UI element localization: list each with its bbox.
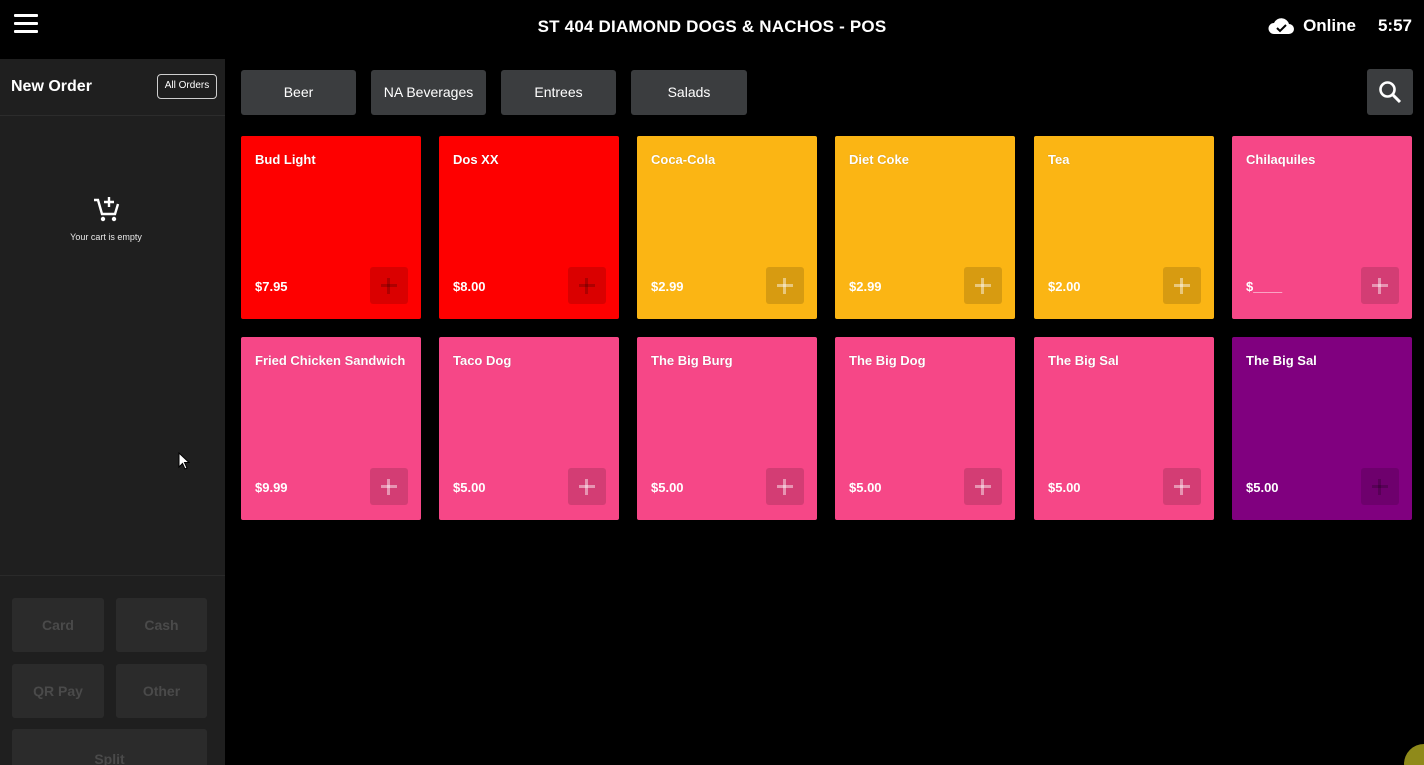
add-icon[interactable]	[568, 468, 606, 505]
item-tile[interactable]: The Big Sal $5.00	[1232, 337, 1412, 520]
item-tile[interactable]: Dos XX $8.00	[439, 136, 619, 319]
item-tile[interactable]: Bud Light $7.95	[241, 136, 421, 319]
split-pay-button[interactable]: Split	[12, 729, 207, 765]
top-bar: ST 404 DIAMOND DOGS & NACHOS - POS Onlin…	[0, 0, 1424, 56]
item-price: $7.95	[255, 279, 288, 294]
tab-salads[interactable]: Salads	[631, 70, 747, 115]
item-price: $9.99	[255, 480, 288, 495]
item-price: $5.00	[1246, 480, 1279, 495]
payment-buttons: Card Cash QR Pay Other Split	[0, 575, 225, 765]
order-header: New Order All Orders	[0, 59, 225, 116]
item-name: Diet Coke	[849, 152, 909, 167]
add-icon[interactable]	[766, 468, 804, 505]
item-name: Chilaquiles	[1246, 152, 1316, 167]
item-price: $2.99	[849, 279, 882, 294]
floating-action-button[interactable]	[1404, 744, 1424, 765]
search-icon	[1379, 81, 1402, 104]
connection-status: Online 5:57	[1267, 16, 1412, 36]
item-tile[interactable]: The Big Sal $5.00	[1034, 337, 1214, 520]
mouse-cursor-icon	[178, 452, 190, 470]
item-name: The Big Sal	[1048, 353, 1119, 368]
item-tile[interactable]: Tea $2.00	[1034, 136, 1214, 319]
item-tile[interactable]: Diet Coke $2.99	[835, 136, 1015, 319]
item-name: Dos XX	[453, 152, 499, 167]
add-icon[interactable]	[964, 468, 1002, 505]
online-status-text: Online	[1303, 16, 1356, 35]
add-shopping-cart-icon	[94, 197, 120, 222]
tab-entrees[interactable]: Entrees	[501, 70, 616, 115]
add-icon[interactable]	[568, 267, 606, 304]
item-name: Taco Dog	[453, 353, 512, 368]
tab-na-beverages[interactable]: NA Beverages	[371, 70, 486, 115]
add-icon[interactable]	[1163, 468, 1201, 505]
item-price: $5.00	[849, 480, 882, 495]
card-pay-button[interactable]: Card	[12, 598, 104, 652]
item-name: Tea	[1048, 152, 1070, 167]
cloud-check-icon	[1268, 18, 1295, 34]
tab-beer[interactable]: Beer	[241, 70, 356, 115]
item-price: $2.99	[651, 279, 684, 294]
cash-pay-button[interactable]: Cash	[116, 598, 207, 652]
add-icon[interactable]	[1361, 468, 1399, 505]
item-tile[interactable]: The Big Burg $5.00	[637, 337, 817, 520]
add-icon[interactable]	[1163, 267, 1201, 304]
add-icon[interactable]	[766, 267, 804, 304]
hamburger-menu-icon[interactable]	[14, 14, 40, 36]
item-tile[interactable]: Chilaquiles $____	[1232, 136, 1412, 319]
item-price: $5.00	[453, 480, 486, 495]
app-title: ST 404 DIAMOND DOGS & NACHOS - POS	[537, 17, 887, 36]
item-name: Coca-Cola	[651, 152, 716, 167]
item-tile[interactable]: Fried Chicken Sandwich $9.99	[241, 337, 421, 520]
search-button[interactable]	[1367, 69, 1413, 115]
item-name: Fried Chicken Sandwich	[255, 353, 406, 368]
item-price: $2.00	[1048, 279, 1081, 294]
item-price: $8.00	[453, 279, 486, 294]
empty-cart-state: Your cart is empty	[0, 194, 212, 242]
add-icon[interactable]	[1361, 267, 1399, 304]
item-name: Bud Light	[255, 152, 316, 167]
item-name: The Big Dog	[849, 353, 926, 368]
item-tile[interactable]: The Big Dog $5.00	[835, 337, 1015, 520]
other-pay-button[interactable]: Other	[116, 664, 207, 718]
item-price: $____	[1246, 279, 1283, 294]
empty-cart-text: Your cart is empty	[70, 232, 142, 242]
all-orders-button[interactable]: All Orders	[157, 74, 217, 99]
add-icon[interactable]	[370, 468, 408, 505]
item-tile[interactable]: Taco Dog $5.00	[439, 337, 619, 520]
add-icon[interactable]	[370, 267, 408, 304]
item-name: The Big Sal	[1246, 353, 1317, 368]
order-sidebar: New Order All Orders Your cart is empty …	[0, 59, 225, 765]
add-icon[interactable]	[964, 267, 1002, 304]
item-tile[interactable]: Coca-Cola $2.99	[637, 136, 817, 319]
item-name: The Big Burg	[651, 353, 733, 368]
item-price: $5.00	[1048, 480, 1081, 495]
qr-pay-button[interactable]: QR Pay	[12, 664, 104, 718]
item-price: $5.00	[651, 480, 684, 495]
clock: 5:57	[1377, 16, 1412, 35]
order-title: New Order	[11, 78, 92, 95]
